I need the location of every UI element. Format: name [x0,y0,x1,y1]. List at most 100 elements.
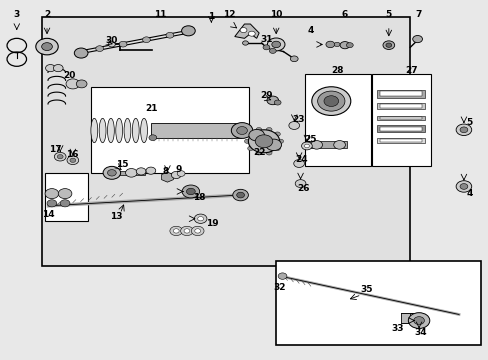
Text: 22: 22 [252,148,265,157]
Bar [118,171,144,175]
Ellipse shape [116,118,122,143]
Circle shape [255,151,261,155]
Bar [276,261,480,345]
Circle shape [255,135,272,148]
Text: 34: 34 [414,328,427,337]
Circle shape [459,184,467,189]
Text: 2: 2 [44,10,50,19]
Circle shape [385,43,391,47]
Circle shape [186,188,195,195]
Circle shape [58,189,72,199]
Circle shape [60,200,70,207]
Circle shape [412,36,422,42]
Circle shape [181,26,195,36]
Circle shape [165,32,173,38]
Text: 30: 30 [105,36,118,45]
Text: 1: 1 [208,12,214,21]
Circle shape [96,46,103,51]
Bar [151,123,241,138]
Circle shape [57,154,63,159]
Bar [376,90,424,98]
Text: 27: 27 [404,66,417,75]
Circle shape [41,42,52,50]
Bar [376,116,424,121]
Circle shape [74,48,88,58]
Circle shape [53,64,63,72]
Bar [379,127,421,131]
Circle shape [194,214,206,224]
Circle shape [171,171,181,179]
Text: 6: 6 [341,10,347,19]
Text: 4: 4 [466,189,472,198]
Circle shape [413,317,424,324]
Text: 14: 14 [42,210,55,219]
Circle shape [274,132,280,136]
Text: 35: 35 [360,284,372,293]
Text: 21: 21 [145,104,158,113]
Circle shape [266,96,278,105]
Circle shape [269,48,276,53]
Circle shape [274,146,280,150]
Text: 32: 32 [273,283,285,292]
Text: 8: 8 [162,167,168,176]
Text: 16: 16 [65,150,78,159]
Text: 18: 18 [193,193,205,202]
Circle shape [54,152,66,161]
Circle shape [255,127,261,132]
Text: 26: 26 [297,184,309,193]
Circle shape [333,140,345,149]
Circle shape [36,39,58,55]
Text: 10: 10 [269,10,282,19]
Text: 24: 24 [295,155,308,164]
Circle shape [324,96,338,107]
Bar [376,103,424,109]
Text: 5: 5 [385,10,391,19]
Circle shape [339,41,349,49]
Circle shape [236,192,244,198]
Circle shape [333,42,339,46]
Text: 3: 3 [13,10,20,19]
Text: 13: 13 [110,212,123,221]
Circle shape [459,127,467,133]
Text: 20: 20 [62,71,75,80]
Circle shape [248,130,279,153]
Circle shape [274,100,281,105]
Circle shape [346,42,352,48]
Circle shape [310,140,322,149]
Circle shape [142,37,150,42]
Circle shape [108,42,115,47]
Ellipse shape [91,118,98,143]
Circle shape [248,31,255,36]
Circle shape [295,180,305,188]
Circle shape [136,168,146,175]
Circle shape [197,217,203,221]
Text: 29: 29 [260,91,272,100]
Circle shape [290,56,298,62]
Circle shape [247,146,253,150]
Circle shape [173,229,179,233]
Circle shape [70,158,76,162]
Bar [400,314,409,323]
Circle shape [407,313,429,328]
Circle shape [47,200,57,207]
Circle shape [191,226,203,235]
Ellipse shape [107,118,114,143]
Circle shape [317,91,344,111]
Circle shape [180,226,193,235]
Circle shape [277,139,283,143]
Text: 19: 19 [205,219,218,228]
Text: 9: 9 [176,165,182,174]
Ellipse shape [99,118,106,143]
Text: 17: 17 [49,145,61,154]
Bar [379,139,421,142]
Circle shape [248,130,264,141]
Circle shape [240,28,246,33]
Circle shape [265,151,271,155]
Circle shape [232,189,248,201]
Circle shape [194,229,200,233]
Circle shape [76,80,87,88]
Circle shape [125,168,137,177]
Circle shape [119,41,127,47]
Circle shape [103,166,121,179]
Circle shape [304,144,309,148]
